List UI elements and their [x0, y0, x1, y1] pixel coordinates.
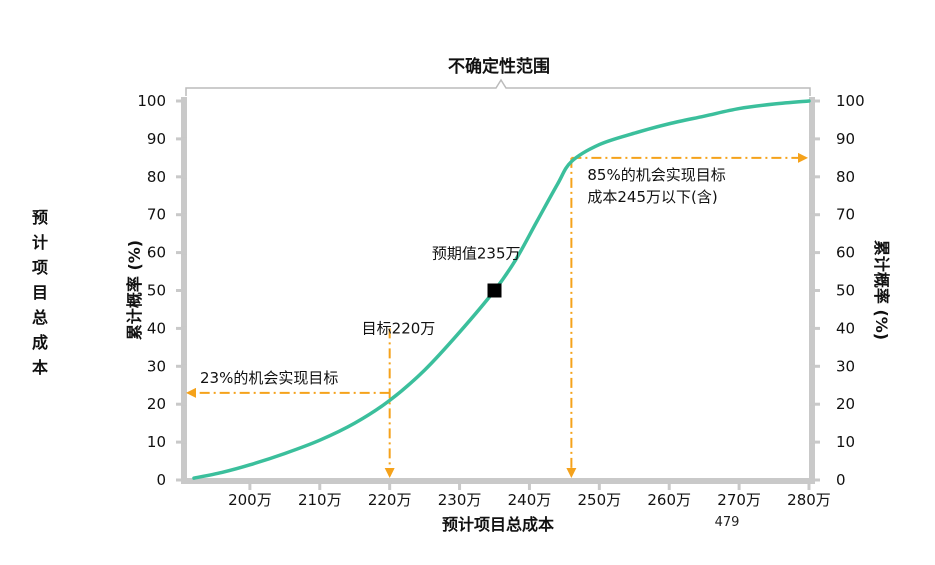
page-number: 479	[715, 515, 740, 530]
target-label: 目标220万	[362, 319, 436, 337]
y-tick-label: 40	[836, 319, 855, 337]
y-tick-label: 20	[836, 395, 855, 413]
uncertainty-range-bracket	[185, 78, 811, 96]
left-y-ticks: 0 10 20 30 40 50 60 70 80 90 100	[137, 92, 187, 489]
y-tick-label: 70	[147, 206, 166, 224]
outer-label-char: 预	[31, 208, 48, 227]
y-tick-label: 100	[836, 92, 865, 110]
outer-label-char: 计	[31, 233, 48, 252]
x-tick-label: 220万	[368, 491, 412, 509]
outer-label-char: 本	[31, 358, 48, 377]
x-tick-label: 270万	[717, 491, 761, 509]
y-tick-label: 80	[836, 168, 855, 186]
x-ticks: 200万 210万 220万 230万 240万 250万 260万 270万 280万	[228, 480, 831, 509]
x-tick-label: 260万	[647, 491, 691, 509]
outer-axis-label: 预 计 项 目 总 成 本	[30, 205, 50, 380]
y-tick-label: 70	[836, 206, 855, 224]
y-tick-label: 10	[147, 433, 166, 451]
y-tick-label: 0	[836, 471, 846, 489]
bottom-axis-bar	[181, 478, 815, 484]
chance-23-label: 23%的机会实现目标	[200, 369, 338, 387]
y-tick-label: 80	[147, 168, 166, 186]
x-tick-label: 200万	[228, 491, 272, 509]
y-tick-label: 0	[156, 471, 166, 489]
y-tick-label: 30	[836, 357, 855, 375]
x-tick-label: 230万	[438, 491, 482, 509]
y-tick-label: 60	[836, 244, 855, 262]
reference-lines	[186, 152, 808, 478]
expected-value-marker	[487, 283, 502, 298]
x-tick-label: 250万	[578, 491, 622, 509]
outer-label-char: 项	[31, 258, 48, 277]
outer-label-char: 总	[31, 308, 48, 327]
y-tick-label: 30	[147, 357, 166, 375]
y-tick-label: 50	[147, 282, 166, 300]
cost-below-label: 成本245万以下(含)	[587, 188, 717, 206]
x-axis-title: 预计项目总成本	[442, 515, 554, 534]
y-tick-label: 60	[147, 244, 166, 262]
outer-label-char: 目	[31, 283, 48, 302]
x-tick-label: 240万	[508, 491, 552, 509]
y-tick-label: 40	[147, 319, 166, 337]
y-tick-label: 90	[147, 130, 166, 148]
chance-85-label: 85%的机会实现目标	[587, 166, 725, 184]
x-tick-label: 210万	[298, 491, 342, 509]
cumulative-curve	[192, 99, 811, 480]
outer-label-char: 成	[31, 333, 48, 352]
left-y-axis-title: 累计概率 (%)	[125, 240, 144, 340]
y-tick-label: 10	[836, 433, 855, 451]
expected-value-label: 预期值235万	[432, 245, 521, 263]
right-y-ticks: 0 10 20 30 40 50 60 70 80 90 100	[809, 92, 865, 489]
y-tick-label: 50	[836, 282, 855, 300]
right-y-axis-title: 累计概率 (%)	[872, 240, 891, 340]
y-tick-label: 20	[147, 395, 166, 413]
chart-title: 不确定性范围	[448, 56, 550, 77]
y-tick-label: 90	[836, 130, 855, 148]
x-tick-label: 280万	[787, 491, 831, 509]
y-tick-label: 100	[137, 92, 166, 110]
